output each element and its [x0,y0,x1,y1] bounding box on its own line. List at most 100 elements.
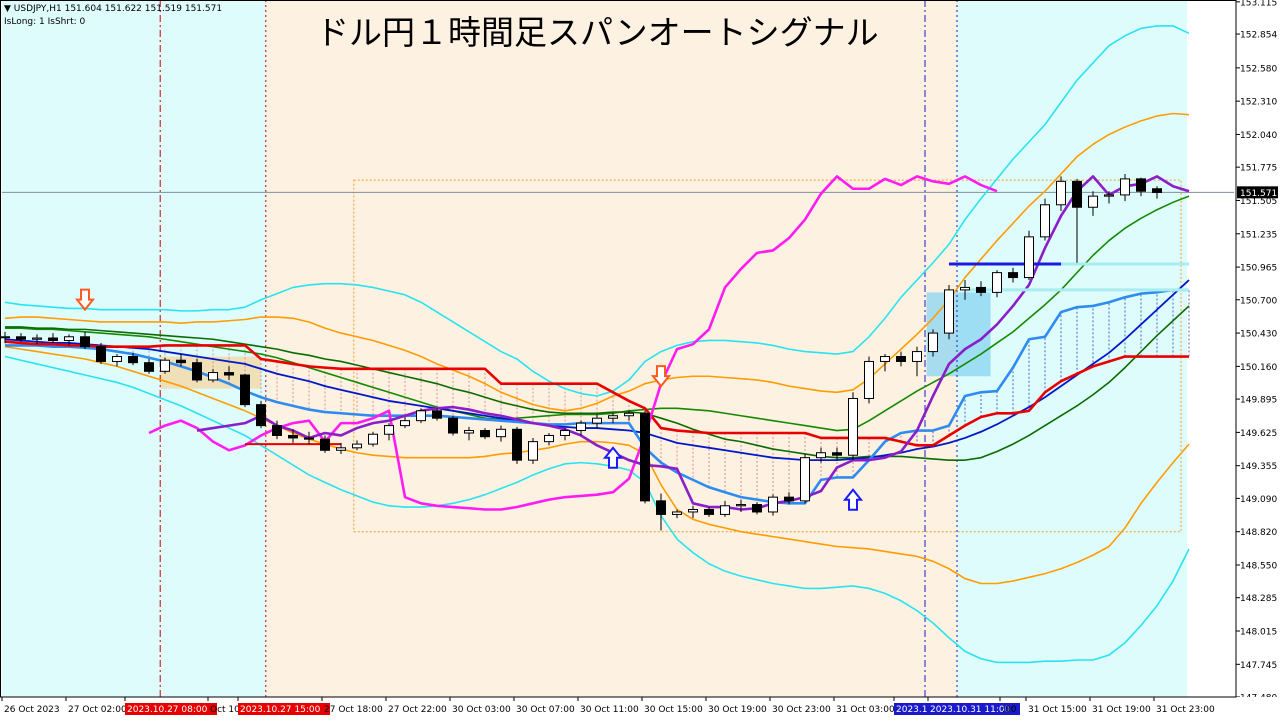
candle-body [352,443,362,449]
candle-body [896,356,906,362]
candle-body [976,286,986,293]
y-tick-label: 148.015 [1240,628,1277,638]
candle [688,505,698,519]
y-tick-label: 152.310 [1240,98,1277,108]
candle [832,447,842,461]
y-tick-label: 150.700 [1240,296,1277,306]
candle-body [256,404,266,427]
range-box [353,179,1182,533]
candle-body [960,286,970,291]
candle [256,400,266,429]
candle [1120,173,1130,202]
y-tick-label: 148.550 [1240,562,1277,572]
candle-body [688,508,698,513]
candle-body [720,505,730,515]
series-line-upper-cyan [4,25,1190,397]
candle-body [32,337,42,340]
candle [992,270,1002,298]
candle-body [160,359,170,372]
candle-body [944,289,954,334]
candle [1072,178,1082,263]
y-tick-label: 150.430 [1240,330,1277,340]
candle [528,437,538,464]
candle-body [1056,180,1066,206]
candle-body [784,496,794,502]
x-tick-label: 31 Oct 03:00 [836,705,895,715]
x-tick-label: 31 Oct 15:00 [1028,705,1087,715]
candle-body [464,430,474,434]
candle [176,354,186,367]
y-tick-label: 149.355 [1240,462,1277,472]
buy-signal-arrow [842,488,864,511]
x-tick-highlight [894,703,931,715]
candle-body [592,417,602,424]
candle [1104,191,1114,204]
candle [288,429,298,443]
x-tick-label: 27 Oct 22:00 [388,705,447,715]
candle [224,366,234,380]
series-line-dark-green [5,305,1190,461]
candle-body [432,410,442,419]
y-tick-label: 149.625 [1240,429,1277,439]
candle [848,392,858,461]
candle-body [816,452,826,459]
candle [1152,186,1162,199]
y-tick-label: 149.895 [1240,396,1277,406]
y-tick-label: 153.115 [1240,0,1277,8]
y-tick-label: 151.775 [1240,164,1277,174]
x-tick-label: 2023.10.31 11:00 [930,705,1011,715]
candle-body [1136,178,1146,192]
plot-frame [0,0,1237,698]
candle [608,413,618,424]
candle [880,354,890,372]
candle [384,423,394,441]
candle [96,342,106,364]
candle [1136,177,1146,197]
x-tick-label: 2023.10.27 15:00 [240,705,321,715]
candle-body [1152,188,1162,193]
candle [336,442,346,454]
candle-body [112,356,122,362]
y-tick-label: 148.285 [1240,594,1277,604]
candle [1056,176,1066,211]
candle [704,507,714,517]
candle-body [1072,180,1082,208]
candle-body [544,434,554,443]
candle [352,440,362,451]
sell-signal-arrow [74,288,96,312]
y-tick-label: 151.505 [1240,197,1277,207]
candle-body [192,362,202,381]
candle-body [1088,195,1098,208]
session-zone [957,0,1187,697]
candle-body [128,356,138,364]
candle-body [736,504,746,507]
candle-body [0,336,10,339]
candle-body [400,420,410,427]
candle-body [1040,204,1050,238]
x-tick-label: 2023.10.27 08:00 [127,705,208,715]
candle [576,420,586,436]
symbol-info: ▼ USDJPY,H1 151.604 151.622 151.519 151.… [4,4,223,14]
candle [368,431,378,447]
x-tick-label: 30 Oct 03:00 [452,705,511,715]
candle [64,334,74,346]
candle [592,414,602,429]
candle-body [912,351,922,362]
candle [1024,230,1034,281]
candle-body [992,272,1002,293]
candle-body [560,430,570,436]
candle [32,334,42,345]
candle [480,428,490,440]
candle-body [368,433,378,445]
session-zone [265,0,925,697]
x-tick-label: 30 Oct 07:00 [516,705,575,715]
candle [464,426,474,441]
chart-title: ドル円１時間足スパンオートシグナル [316,13,879,52]
buy-signal-arrow [602,446,624,469]
candle [672,509,682,519]
y-tick-label: 148.820 [1240,528,1277,538]
x-tick-label: 30 Oct 15:00 [644,705,703,715]
candle [752,502,762,515]
candle [112,354,122,367]
